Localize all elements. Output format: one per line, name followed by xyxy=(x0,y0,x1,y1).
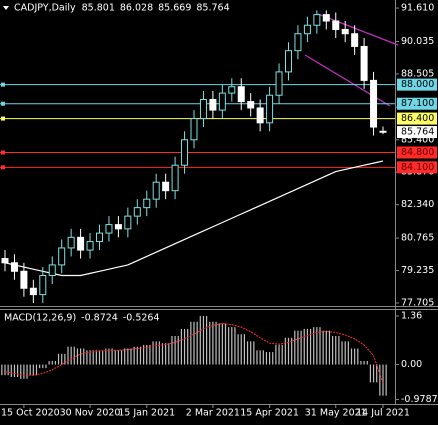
candle-body xyxy=(190,118,198,141)
candle-body xyxy=(114,224,122,230)
x-tick-label: 15 Oct 2020 xyxy=(1,408,60,419)
candle-body xyxy=(143,198,151,209)
x-tick-label: 15 Apr 2021 xyxy=(240,408,299,419)
candle-body xyxy=(303,24,311,35)
candle-body xyxy=(247,101,255,109)
candle-body xyxy=(228,86,236,94)
candle-body xyxy=(294,33,302,52)
x-tick-label: 15 Jan 2021 xyxy=(118,408,175,419)
candle-body xyxy=(96,232,103,243)
level-label: 86.400 xyxy=(401,113,434,124)
moving-average xyxy=(4,160,384,277)
candle-body xyxy=(237,86,245,103)
candle-body xyxy=(162,181,170,192)
price-box xyxy=(397,126,437,139)
indicator-value: -0.5264 xyxy=(123,313,160,324)
level-marker xyxy=(1,150,5,155)
candle-body xyxy=(48,264,56,277)
candle-body xyxy=(266,94,274,124)
candle-body xyxy=(322,14,330,22)
candle-body xyxy=(67,236,75,249)
y-tick-label: 80.765 xyxy=(401,233,434,244)
x-tick-label: 30 Nov 2020 xyxy=(60,408,121,419)
candle-body xyxy=(1,258,9,264)
candle-body xyxy=(77,236,85,251)
indicator-title: MACD(12,26,9) xyxy=(4,313,76,324)
candle-body xyxy=(29,287,37,296)
level-marker xyxy=(1,116,5,121)
level-marker xyxy=(1,101,5,106)
last-price: 85.764 xyxy=(401,127,434,138)
candle-body xyxy=(332,20,340,30)
header-value: 86.028 xyxy=(120,3,153,14)
candle-body xyxy=(370,79,378,128)
candle-body xyxy=(152,181,160,200)
level-box xyxy=(397,161,437,174)
candle-body xyxy=(105,224,113,234)
candle-body xyxy=(256,107,264,124)
candle-body xyxy=(285,50,292,73)
x-tick-label: 31 May 2021 xyxy=(305,408,367,419)
y-tick-label: 77.705 xyxy=(401,297,434,308)
candle-body xyxy=(10,262,18,272)
candle-body xyxy=(351,33,359,47)
level-label: 87.100 xyxy=(401,98,434,109)
candle-body xyxy=(58,247,66,266)
candle-body xyxy=(209,98,217,111)
header-value: 85.801 xyxy=(82,3,115,14)
level-box xyxy=(397,112,437,125)
level-label: 84.800 xyxy=(401,147,434,158)
header-value: 85.764 xyxy=(196,3,229,14)
signal-line xyxy=(4,323,384,384)
candle-body xyxy=(218,92,226,111)
y-tick-label: 0.00 xyxy=(401,359,422,370)
chart-title: CADJPY,Daily xyxy=(14,3,76,14)
level-box xyxy=(397,97,437,110)
y-tick-label: 82.340 xyxy=(401,199,434,210)
candle-body xyxy=(86,241,94,251)
candle-body xyxy=(379,130,387,133)
y-tick-label: 1.36 xyxy=(401,311,422,322)
channel-line xyxy=(317,13,399,46)
x-tick-label: 14 Jul 2021 xyxy=(356,408,410,419)
level-marker xyxy=(1,165,5,170)
menu-arrow[interactable] xyxy=(3,6,9,10)
level-marker xyxy=(1,82,5,87)
candle-body xyxy=(313,14,321,26)
level-box xyxy=(397,78,437,91)
y-tick-label: 79.235 xyxy=(401,265,434,276)
y-tick-label: 91.610 xyxy=(401,3,434,14)
candle-body xyxy=(20,270,28,289)
candle-body xyxy=(360,45,368,81)
candle-body xyxy=(39,275,47,296)
candle-body xyxy=(124,215,132,230)
candle-body xyxy=(199,98,207,120)
y-tick-label: 90.035 xyxy=(401,36,434,47)
level-label: 84.100 xyxy=(401,162,434,173)
candle-body xyxy=(341,28,349,35)
level-box xyxy=(397,146,437,159)
level-label: 88.000 xyxy=(401,79,434,90)
indicator-value: -0.8724 xyxy=(81,313,118,324)
header-value: 85.669 xyxy=(158,3,191,14)
x-tick-label: 2 Mar 2021 xyxy=(186,408,240,419)
y-tick-label: 85.400 xyxy=(401,134,434,145)
y-tick-label: -0.9787 xyxy=(401,394,438,405)
y-tick-label: 88.505 xyxy=(401,68,434,79)
candle-body xyxy=(275,71,283,96)
candle-body xyxy=(171,164,179,192)
candle-body xyxy=(133,207,141,217)
candle-body xyxy=(181,139,189,166)
